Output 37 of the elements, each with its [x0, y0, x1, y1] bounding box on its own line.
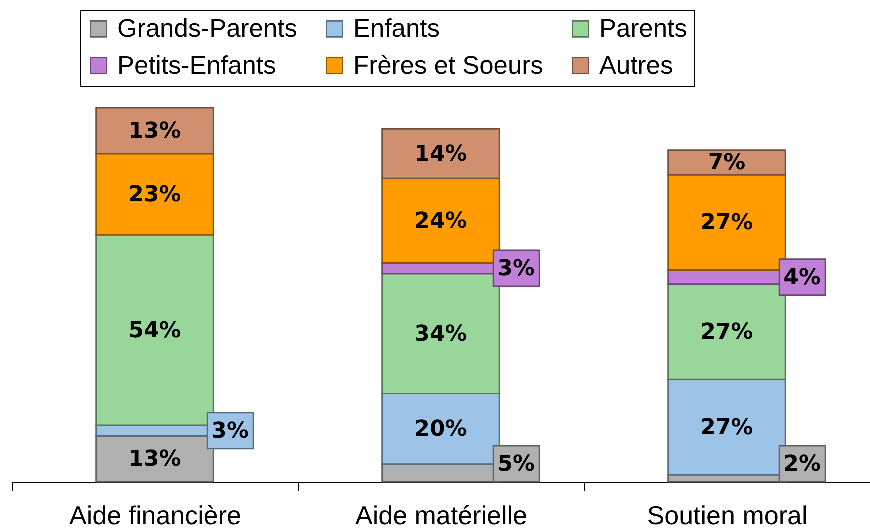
- data-label: 2%: [784, 452, 821, 477]
- data-label: 27%: [700, 415, 754, 440]
- data-label: 7%: [708, 150, 746, 176]
- bar: [668, 174, 786, 272]
- legend-label: Frères et Soeurs: [354, 52, 544, 80]
- data-label: 14%: [414, 142, 468, 167]
- data-label: 5%: [498, 452, 535, 477]
- legend-label: Autres: [600, 52, 674, 80]
- x-tick-label: Aide matérielle: [356, 500, 528, 530]
- data-label: 24%: [414, 208, 468, 234]
- data-label: 3%: [212, 418, 249, 444]
- x-tick-label: Aide financière: [70, 500, 242, 530]
- legend-label: Grands-Parents: [118, 15, 298, 44]
- bar: [668, 378, 786, 476]
- data-label: 20%: [414, 417, 468, 442]
- bar: [382, 393, 500, 466]
- legend-label: Parents: [600, 15, 688, 44]
- x-tick-label: Soutien moral: [647, 500, 808, 530]
- data-label: 3%: [498, 256, 535, 282]
- data-label: 27%: [700, 320, 754, 346]
- data-label: 23%: [128, 182, 182, 208]
- bar: [668, 150, 786, 176]
- bar: [96, 234, 214, 426]
- data-label: 4%: [784, 265, 821, 290]
- data-label: 27%: [700, 210, 754, 236]
- bar: [96, 107, 214, 155]
- bar: [382, 273, 500, 395]
- data-label: 34%: [414, 322, 468, 347]
- data-label: 13%: [128, 118, 182, 144]
- legend-label: Petits-Enfants: [118, 52, 276, 80]
- bar: [382, 128, 500, 180]
- data-label: 13%: [128, 447, 182, 472]
- bar: [668, 284, 786, 380]
- legend-label: Enfants: [354, 15, 440, 44]
- bar: [96, 153, 214, 236]
- data-label: 54%: [128, 318, 182, 344]
- bar: [382, 178, 500, 264]
